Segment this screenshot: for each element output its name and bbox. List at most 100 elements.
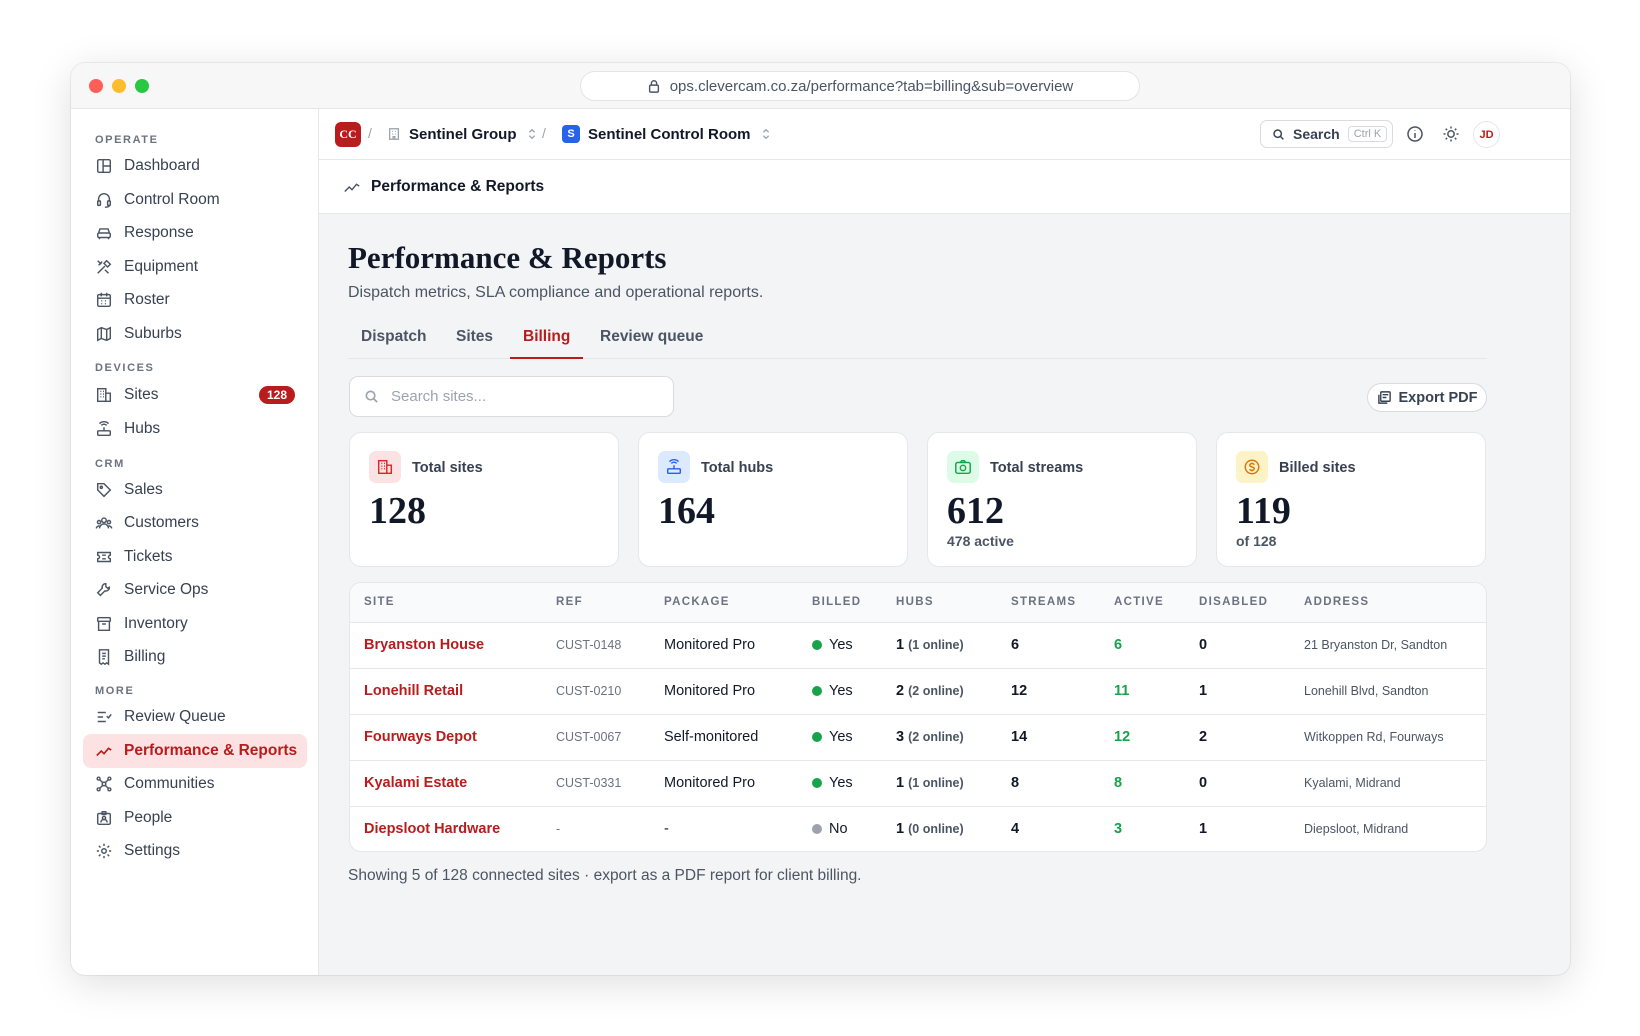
column-header[interactable]: SITE bbox=[350, 583, 542, 623]
stat-label: Billed sites bbox=[1279, 460, 1356, 476]
billed-cell: Yes bbox=[798, 622, 882, 669]
sidebar-item-sites[interactable]: Sites 128 bbox=[83, 378, 307, 412]
column-header[interactable]: REF bbox=[542, 583, 650, 623]
disabled-count: 1 bbox=[1199, 683, 1208, 699]
site-link[interactable]: Kyalami Estate bbox=[364, 775, 468, 791]
sidebar-item-label: Roster bbox=[124, 291, 170, 308]
disabled-count: 1 bbox=[1199, 821, 1208, 838]
stat-icon-wrap bbox=[947, 451, 979, 483]
streams-cell: 14 bbox=[997, 714, 1100, 761]
sidebar-item-label: Service Ops bbox=[124, 581, 209, 598]
column-header[interactable]: ADDRESS bbox=[1290, 583, 1486, 623]
table-header-row: SITE REF PACKAGE BILLED HUBS STREAMS ACT… bbox=[350, 583, 1486, 623]
tab-review-queue[interactable]: Review queue bbox=[600, 328, 704, 345]
stat-value: 612 bbox=[947, 490, 1004, 532]
sidebar-item-dashboard[interactable]: Dashboard bbox=[83, 149, 307, 183]
sidebar-item-label: Equipment bbox=[124, 258, 199, 275]
sidebar-item-communities[interactable]: Communities bbox=[83, 767, 307, 801]
sidebar-item-review-queue[interactable]: Review Queue bbox=[83, 700, 307, 734]
active-cell: 8 bbox=[1100, 760, 1185, 807]
billed-status: Yes bbox=[812, 637, 853, 653]
sidebar-item-suburbs[interactable]: Suburbs bbox=[83, 317, 307, 351]
ref-cell: - bbox=[542, 806, 650, 851]
info-icon[interactable] bbox=[1406, 125, 1424, 143]
site-cell: Diepsloot Hardware bbox=[350, 806, 542, 851]
sidebar-item-sales[interactable]: Sales bbox=[83, 473, 307, 507]
ticket-icon bbox=[96, 551, 112, 563]
ref-cell: CUST-0148 bbox=[542, 622, 650, 669]
sidebar-item-response[interactable]: Response bbox=[83, 216, 307, 250]
table-row[interactable]: Kyalami Estate CUST-0331 Monitored Pro Yes 1… bbox=[350, 760, 1486, 807]
tab-dispatch[interactable]: Dispatch bbox=[361, 328, 427, 345]
breadcrumb-separator: / bbox=[368, 125, 372, 141]
workspace-badge: S bbox=[562, 125, 580, 143]
address-cell: Lonehill Blvd, Sandton bbox=[1290, 668, 1486, 715]
org-switcher[interactable]: Sentinel Group bbox=[387, 120, 539, 148]
export-pdf-button[interactable]: Export PDF bbox=[1367, 383, 1487, 412]
network-icon bbox=[96, 776, 112, 792]
minimize-window-button[interactable] bbox=[112, 79, 126, 93]
sidebar-item-tickets[interactable]: Tickets bbox=[83, 540, 307, 574]
site-search-input[interactable]: Search sites... bbox=[349, 376, 674, 417]
id-card-icon bbox=[96, 810, 112, 826]
disabled-count: 0 bbox=[1199, 637, 1208, 653]
column-header[interactable]: PACKAGE bbox=[650, 583, 798, 623]
workspace-switcher[interactable]: S Sentinel Control Room bbox=[562, 120, 773, 148]
disabled-cell: 1 bbox=[1185, 806, 1290, 851]
column-header[interactable]: BILLED bbox=[798, 583, 882, 623]
sidebar-item-people[interactable]: People bbox=[83, 801, 307, 835]
sidebar-item-label: Control Room bbox=[124, 191, 220, 208]
search-label: Search bbox=[1293, 126, 1340, 142]
sidebar-item-inventory[interactable]: Inventory bbox=[83, 607, 307, 641]
sidebar-item-service-ops[interactable]: Service Ops bbox=[83, 573, 307, 607]
sidebar-section-label: MORE bbox=[95, 685, 135, 697]
active-count: 6 bbox=[1114, 637, 1123, 653]
table-row[interactable]: Lonehill Retail CUST-0210 Monitored Pro Yes… bbox=[350, 668, 1486, 715]
sidebar-item-equipment[interactable]: Equipment bbox=[83, 250, 307, 284]
site-cell: Bryanston House bbox=[350, 622, 542, 669]
url-bar[interactable]: ops.clevercam.co.za/performance?tab=bill… bbox=[580, 71, 1140, 101]
sidebar-item-performance-reports[interactable]: Performance & Reports bbox=[83, 734, 307, 768]
sidebar-item-hubs[interactable]: Hubs bbox=[83, 412, 307, 446]
table-row[interactable]: Fourways Depot CUST-0067 Self-monitored Yes… bbox=[350, 714, 1486, 761]
ref-cell: CUST-0331 bbox=[542, 760, 650, 807]
site-link[interactable]: Diepsloot Hardware bbox=[364, 821, 501, 838]
billed-cell: Yes bbox=[798, 760, 882, 807]
sidebar-item-label: Sites bbox=[124, 386, 159, 403]
billed-status: Yes bbox=[812, 683, 853, 699]
sidebar-item-billing[interactable]: Billing bbox=[83, 640, 307, 674]
table-row[interactable]: Bryanston House CUST-0148 Monitored Pro Yes… bbox=[350, 622, 1486, 669]
site-link[interactable]: Bryanston House bbox=[364, 637, 485, 653]
search-icon bbox=[365, 390, 378, 403]
users-icon bbox=[95, 517, 113, 529]
package-cell: Self-monitored bbox=[650, 714, 798, 761]
address-cell: 21 Bryanston Dr, Sandton bbox=[1290, 622, 1486, 669]
hubs-online: (2 online) bbox=[908, 684, 964, 698]
global-search-button[interactable]: Search Ctrl K bbox=[1260, 120, 1393, 148]
site-link[interactable]: Lonehill Retail bbox=[364, 683, 464, 699]
app-logo[interactable]: CC bbox=[335, 122, 361, 147]
sidebar-item-customers[interactable]: Customers bbox=[83, 506, 307, 540]
table-row[interactable]: Diepsloot Hardware - - No 1 (0 online) 4 3 1 Die… bbox=[350, 806, 1486, 851]
sidebar-item-roster[interactable]: Roster bbox=[83, 283, 307, 317]
close-window-button[interactable] bbox=[89, 79, 103, 93]
tab-sites[interactable]: Sites bbox=[456, 328, 494, 345]
sidebar-item-control-room[interactable]: Control Room bbox=[83, 183, 307, 217]
column-header[interactable]: STREAMS bbox=[997, 583, 1100, 623]
user-avatar[interactable]: JD bbox=[1473, 121, 1500, 148]
sidebar-item-label: Tickets bbox=[124, 548, 173, 565]
status-dot bbox=[812, 823, 822, 834]
column-header[interactable]: ACTIVE bbox=[1100, 583, 1185, 623]
tab-billing[interactable]: Billing bbox=[510, 322, 584, 359]
sidebar-item-settings[interactable]: Settings bbox=[83, 834, 307, 868]
disabled-cell: 0 bbox=[1185, 760, 1290, 807]
column-header[interactable]: HUBS bbox=[882, 583, 997, 623]
ref-text: CUST-0210 bbox=[556, 684, 622, 698]
billed-text: Yes bbox=[829, 774, 853, 791]
stat-label: Total streams bbox=[990, 460, 1084, 476]
site-link[interactable]: Fourways Depot bbox=[364, 729, 477, 745]
maximize-window-button[interactable] bbox=[135, 79, 149, 93]
sun-icon[interactable] bbox=[1442, 125, 1460, 143]
stat-value: 119 bbox=[1236, 490, 1291, 532]
column-header[interactable]: DISABLED bbox=[1185, 583, 1290, 623]
